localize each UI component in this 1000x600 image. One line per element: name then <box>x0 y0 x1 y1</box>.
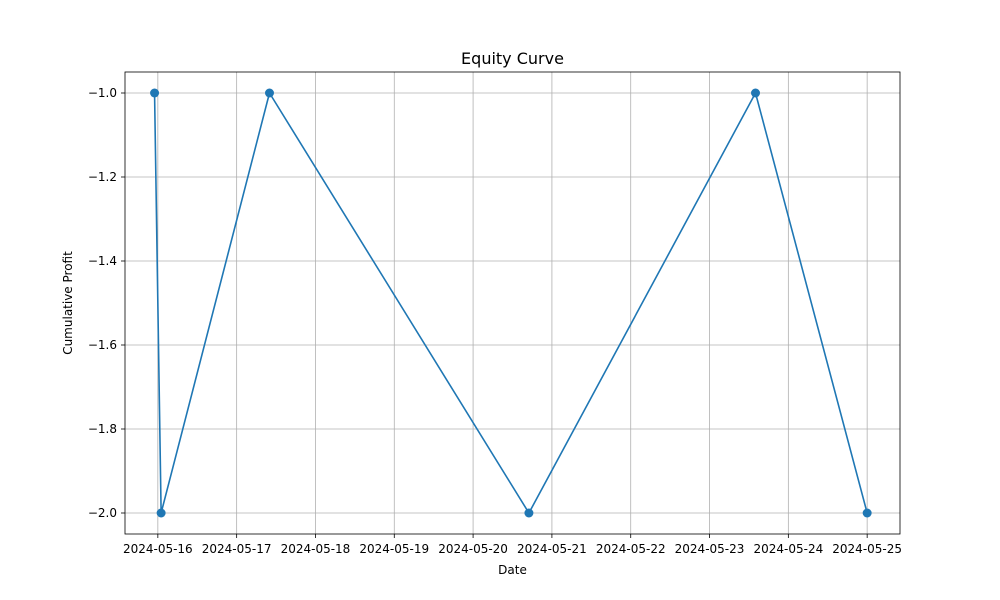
x-tick-label: 2024-05-25 <box>832 542 902 556</box>
x-tick-label: 2024-05-19 <box>359 542 429 556</box>
x-tick-label: 2024-05-23 <box>675 542 745 556</box>
data-point-marker <box>156 508 166 518</box>
y-tick-label: −1.8 <box>88 422 117 436</box>
y-axis-label: Cumulative Profit <box>61 251 75 355</box>
x-tick-label: 2024-05-21 <box>517 542 587 556</box>
data-point-marker <box>264 88 274 98</box>
grid-layer <box>125 72 900 534</box>
x-tick-label: 2024-05-18 <box>281 542 351 556</box>
plot-area-frame <box>124 71 901 535</box>
y-tick-label: −1.2 <box>88 170 117 184</box>
x-tick-label: 2024-05-16 <box>123 542 193 556</box>
y-tick-label: −1.0 <box>88 86 117 100</box>
chart-title: Equity Curve <box>461 49 564 68</box>
data-point-marker <box>862 508 872 518</box>
x-tick-label: 2024-05-17 <box>202 542 272 556</box>
x-tick-label: 2024-05-22 <box>596 542 666 556</box>
tick-layer: 2024-05-16 2024-05-17 2024-05-18 2024-05-19… <box>88 86 902 556</box>
x-tick-label: 2024-05-24 <box>753 542 823 556</box>
series-line <box>153 92 868 514</box>
x-axis-label: Date <box>498 563 527 577</box>
y-tick-label: −1.4 <box>88 254 117 268</box>
y-tick-label: −1.6 <box>88 338 117 352</box>
data-point-marker <box>751 88 761 98</box>
y-tick-label: −2.0 <box>88 506 117 520</box>
x-tick-label: 2024-05-20 <box>438 542 508 556</box>
data-point-marker <box>524 508 534 518</box>
data-point-marker <box>150 88 160 98</box>
series-layer <box>150 88 872 518</box>
